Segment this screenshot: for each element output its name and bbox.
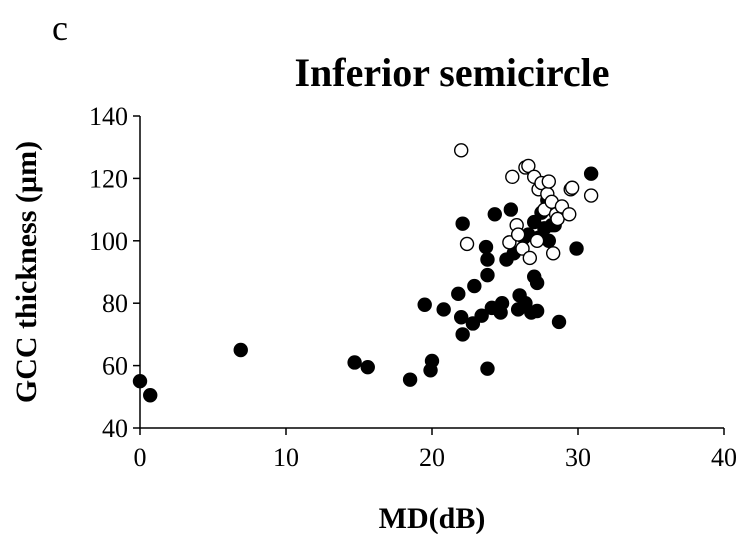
filled-data-point [503,202,519,217]
filled-data-point [494,296,510,311]
filled-data-point [451,286,466,302]
filled-data-point [467,278,482,294]
filled-data-point [529,275,545,291]
y-axis-title: GCC thickness (µm) [10,141,43,403]
x-tick-label: 10 [273,443,299,472]
open-data-point [522,250,538,266]
open-data-point [545,246,561,261]
y-tick-label: 40 [102,414,128,443]
open-data-point [541,174,556,189]
chart-title: Inferior semicircle [294,50,609,95]
filled-data-point [529,303,545,319]
filled-data-point [527,214,542,230]
open-data-point [583,188,599,203]
filled-data-point [455,216,470,231]
open-data-point [562,207,577,222]
filled-data-point [551,314,567,330]
filled-data-point [569,241,584,256]
filled-data-point [347,355,362,370]
open-data-point [510,227,526,242]
filled-data-point [143,388,158,403]
filled-data-point [480,267,495,283]
panel-label: c [52,8,68,48]
x-tick-label: 0 [134,443,147,472]
filled-data-point [424,353,440,369]
filled-data-point [436,302,451,317]
x-tick-label: 30 [565,443,591,472]
y-tick-label: 100 [89,227,128,256]
open-data-point [454,143,469,158]
y-tick-label: 60 [102,352,128,381]
filled-data-point [487,207,502,222]
filled-data-point [233,342,248,358]
x-tick-label: 40 [711,443,737,472]
open-data-point [515,241,530,256]
filled-data-point [455,327,470,342]
filled-data-point [360,359,375,375]
x-axis-title: MD(dB) [379,502,486,534]
data-points [132,143,599,403]
filled-data-point [480,361,495,376]
y-axis-ticks: 40 60 80 100 120 140 [89,102,140,443]
filled-data-point [454,310,469,325]
open-data-point [529,233,545,249]
filled-data-point [480,252,495,267]
open-data-point [564,180,580,195]
filled-data-point [417,297,432,312]
open-data-point [521,158,536,174]
y-tick-label: 80 [102,289,128,318]
filled-data-point [583,166,599,181]
x-axis-ticks: 0 10 20 30 40 [134,428,737,472]
filled-data-point [402,372,418,387]
open-data-point [505,169,520,185]
filled-data-point [474,308,489,323]
open-data-point [459,236,475,252]
x-tick-label: 20 [419,443,445,472]
filled-data-point [132,374,148,389]
y-tick-label: 140 [89,102,128,131]
y-tick-label: 120 [89,164,128,193]
filled-data-point [478,239,494,255]
